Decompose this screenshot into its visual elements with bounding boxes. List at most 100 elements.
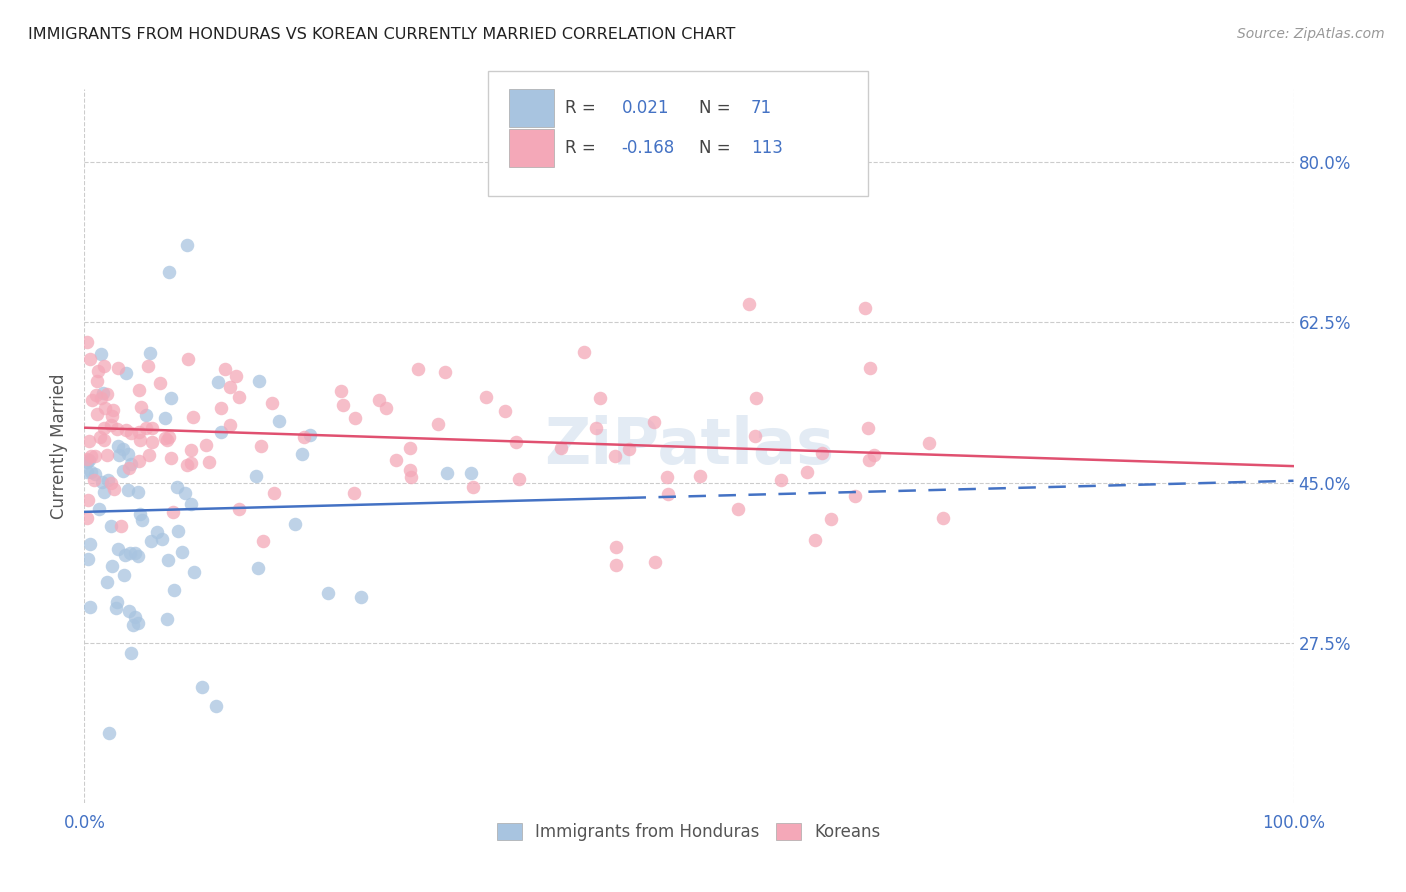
Point <box>79 537 101 551</box>
Point <box>585 421 607 435</box>
Point <box>820 512 842 526</box>
Point <box>159 391 181 405</box>
Text: N =: N = <box>699 99 735 117</box>
Point <box>605 540 627 554</box>
Text: ZiPatlas: ZiPatlas <box>544 415 834 477</box>
Point <box>475 390 498 404</box>
Point <box>117 483 139 497</box>
Point <box>228 502 250 516</box>
Point <box>90 347 112 361</box>
Point <box>115 366 138 380</box>
Point <box>127 549 149 563</box>
Text: 71: 71 <box>751 99 772 117</box>
Point <box>100 475 122 490</box>
Point <box>862 449 884 463</box>
Point <box>436 467 458 481</box>
Point <box>209 401 232 416</box>
Point <box>505 434 527 449</box>
Point <box>93 433 115 447</box>
Point <box>727 502 749 516</box>
Point <box>858 453 880 467</box>
Point <box>180 442 202 457</box>
Point <box>115 423 138 437</box>
Point <box>738 297 761 311</box>
Point <box>79 453 101 467</box>
Point <box>550 441 572 455</box>
Point <box>589 391 612 405</box>
Point <box>131 513 153 527</box>
Point <box>77 551 100 566</box>
Point <box>124 610 146 624</box>
Point <box>105 422 128 436</box>
Point <box>141 435 163 450</box>
Point <box>93 386 115 401</box>
Point <box>329 384 352 399</box>
Point <box>350 591 373 605</box>
Text: R =: R = <box>565 139 602 157</box>
Point <box>129 400 152 414</box>
Point <box>135 409 157 423</box>
Point <box>114 548 136 562</box>
Point <box>375 401 398 416</box>
Point <box>86 374 108 388</box>
Text: R =: R = <box>565 99 602 117</box>
Point <box>932 510 955 524</box>
Point <box>100 519 122 533</box>
Point <box>89 429 111 443</box>
Point <box>176 458 198 473</box>
Y-axis label: Currently Married: Currently Married <box>51 373 69 519</box>
Point <box>844 489 866 503</box>
Point <box>245 469 267 483</box>
Point <box>153 431 176 445</box>
Point <box>157 265 180 279</box>
Point <box>94 401 117 415</box>
Point <box>180 497 202 511</box>
Point <box>156 553 179 567</box>
Point <box>90 391 112 405</box>
Point <box>112 568 135 582</box>
Point <box>181 410 204 425</box>
Point <box>101 403 124 417</box>
Text: N =: N = <box>699 139 735 157</box>
Point <box>139 534 162 549</box>
Point <box>100 559 122 574</box>
Point <box>810 445 832 459</box>
Point <box>804 533 827 547</box>
Point <box>138 448 160 462</box>
Point <box>918 436 941 450</box>
Point <box>156 434 179 448</box>
Point <box>344 411 367 425</box>
Text: 0.021: 0.021 <box>621 99 669 117</box>
Point <box>117 446 139 460</box>
Point <box>214 362 236 376</box>
Point <box>101 409 124 423</box>
Point <box>770 473 793 487</box>
Point <box>93 421 115 435</box>
Point <box>191 681 214 695</box>
Point <box>267 414 290 428</box>
Point <box>100 418 122 433</box>
Point <box>76 511 98 525</box>
Point <box>219 417 242 432</box>
Point <box>93 359 115 373</box>
Point <box>262 396 284 410</box>
Point <box>605 558 627 572</box>
Point <box>107 542 129 557</box>
Point <box>96 575 118 590</box>
Point <box>644 555 666 569</box>
Point <box>162 505 184 519</box>
Point <box>118 461 141 475</box>
Point <box>183 565 205 579</box>
Point <box>207 376 229 390</box>
Point <box>149 376 172 390</box>
Point <box>198 455 221 469</box>
Point <box>176 351 198 366</box>
Point <box>76 466 98 480</box>
Point <box>657 487 679 501</box>
Point <box>76 452 98 467</box>
Point <box>129 507 152 521</box>
Point <box>508 472 530 486</box>
Point <box>406 362 429 376</box>
Point <box>141 421 163 435</box>
Text: 113: 113 <box>751 139 783 157</box>
